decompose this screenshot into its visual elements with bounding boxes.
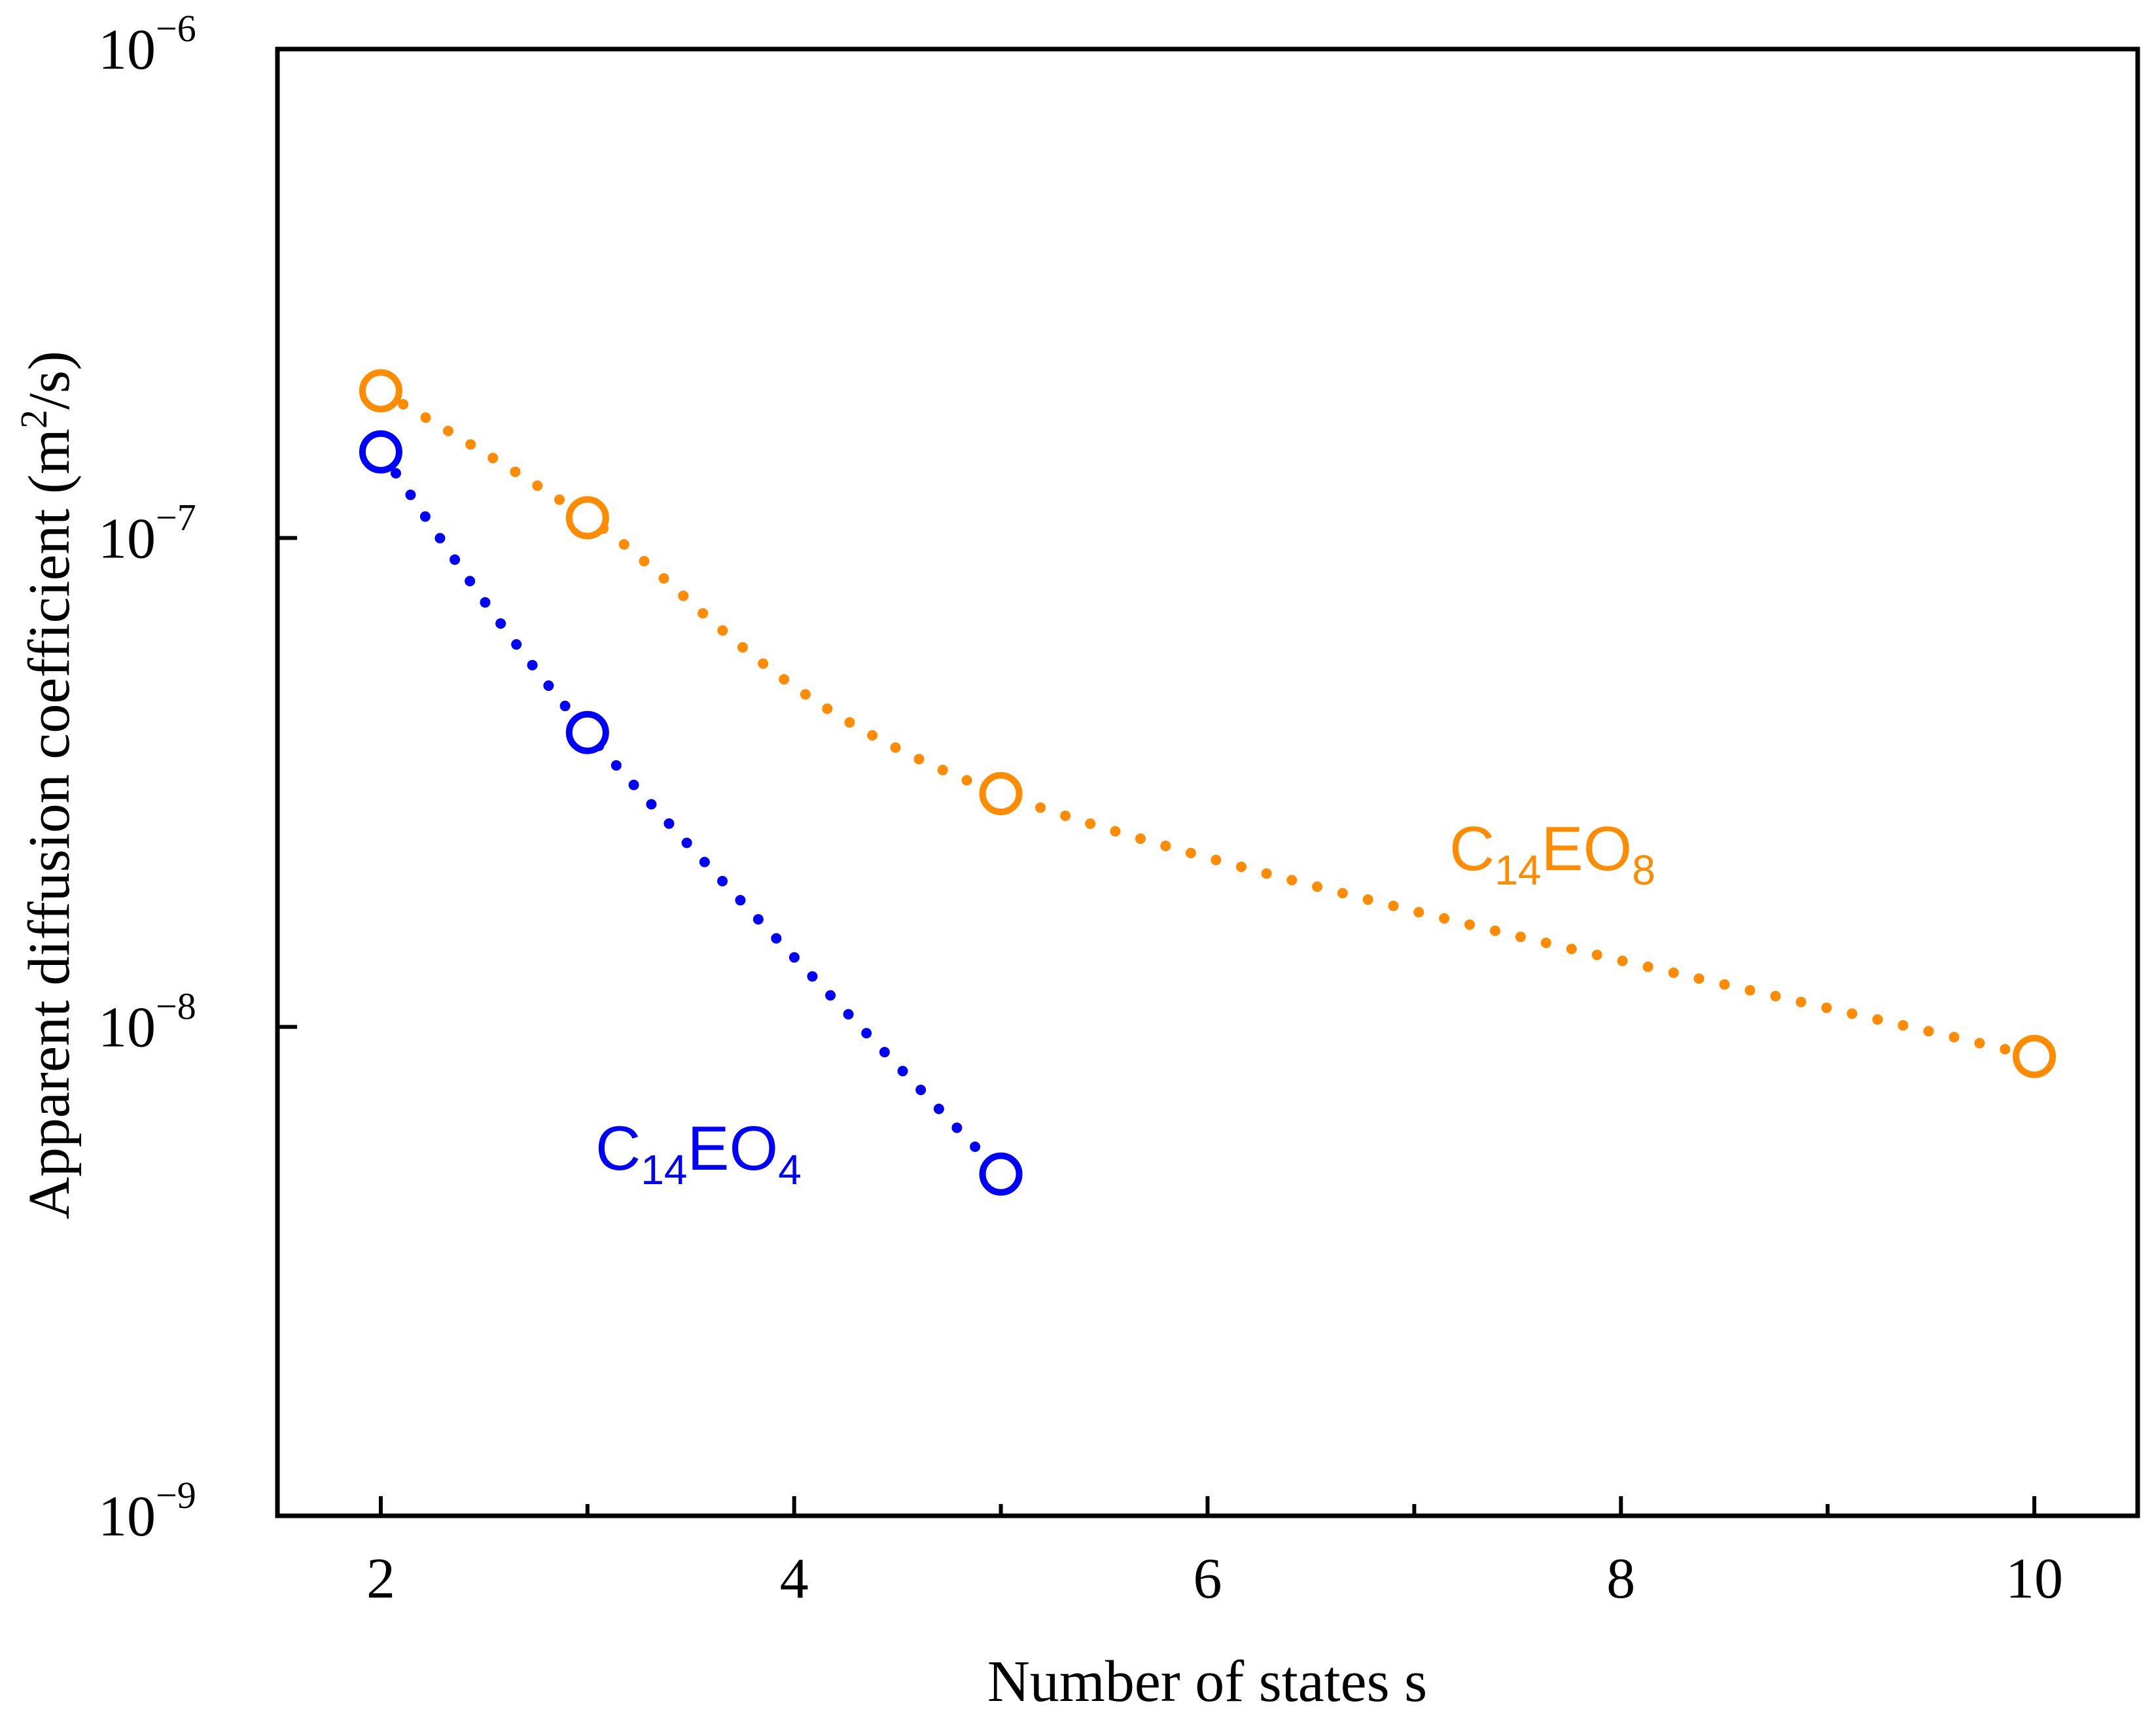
series-label-c14eo4: C14EO4 — [595, 1113, 802, 1193]
x-tick-label: 6 — [1193, 1547, 1222, 1611]
y-tick-label: 10−6 — [98, 7, 196, 82]
data-point-c14eo8 — [979, 772, 1023, 816]
data-point-c14eo8 — [565, 496, 609, 540]
x-tick-label: 2 — [366, 1547, 395, 1611]
plot-frame — [275, 46, 2140, 1518]
data-point-c14eo8 — [359, 369, 402, 413]
data-point-c14eo4 — [565, 710, 609, 754]
series-curves — [375, 385, 2040, 1180]
series-line-c14eo4 — [375, 446, 1006, 1180]
x-axis-ticks: 2 4 6 8 10 — [366, 1496, 2063, 1611]
x-axis-label: Number of states s — [987, 1649, 1427, 1714]
y-axis-label: Apparent diffusion coefficient (m2/s) — [12, 351, 82, 1219]
series-label-c14eo8: C14EO8 — [1449, 814, 1655, 894]
y-axis-ticks: 10−9 10−8 10−7 10−6 — [98, 7, 297, 1549]
x-tick-label: 4 — [780, 1547, 809, 1611]
series-markers — [359, 369, 2057, 1196]
data-point-c14eo4 — [979, 1152, 1023, 1196]
y-tick-label: 10−9 — [98, 1474, 196, 1549]
x-tick-label: 10 — [2006, 1547, 2063, 1611]
series-line-c14eo8 — [375, 385, 2040, 1062]
data-point-c14eo8 — [2013, 1034, 2057, 1078]
x-tick-label: 8 — [1606, 1547, 1635, 1611]
y-tick-label: 10−7 — [98, 496, 196, 570]
data-point-c14eo4 — [359, 430, 402, 474]
y-tick-label: 10−8 — [98, 985, 196, 1060]
